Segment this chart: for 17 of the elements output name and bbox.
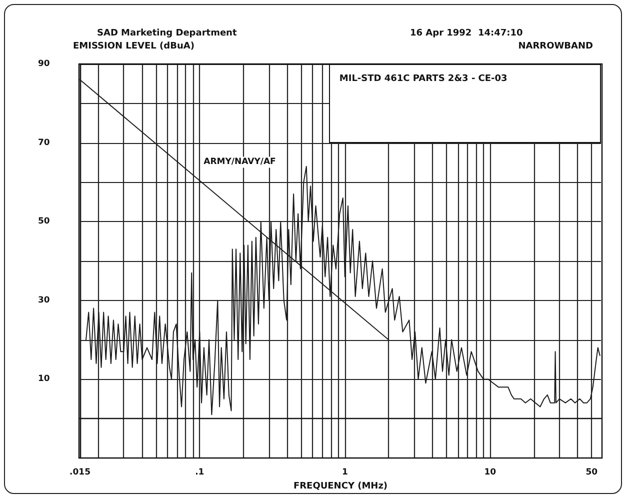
annotation: MIL-STD 461C PARTS 2&3 - CE-03 xyxy=(339,74,508,84)
text: NARROWBAND xyxy=(518,42,593,52)
x-tick-label: .1 xyxy=(195,468,204,478)
x-tick-label: .015 xyxy=(70,468,91,478)
x-tick-label: 1 xyxy=(342,468,348,478)
y-tick-label: 50 xyxy=(38,216,50,227)
y-tick-label: 10 xyxy=(38,374,50,384)
chart-title: SAD Marketing Department xyxy=(97,28,238,38)
y-tick-label: 30 xyxy=(38,295,50,306)
x-tick-label: 10 xyxy=(484,468,496,478)
y-tick-label: 70 xyxy=(38,138,50,148)
x-axis-title: FREQUENCY (MHz) xyxy=(293,481,388,492)
y-tick-label: 90 xyxy=(38,59,50,69)
y-axis-title: EMISSION LEVEL (dBuA) xyxy=(73,42,194,52)
chart-subtitle: 16 Apr 1992 14:47:10 xyxy=(410,28,523,38)
annotation: ARMY/NAVY/AF xyxy=(204,157,276,168)
x-tick-label: 50 xyxy=(586,468,598,478)
